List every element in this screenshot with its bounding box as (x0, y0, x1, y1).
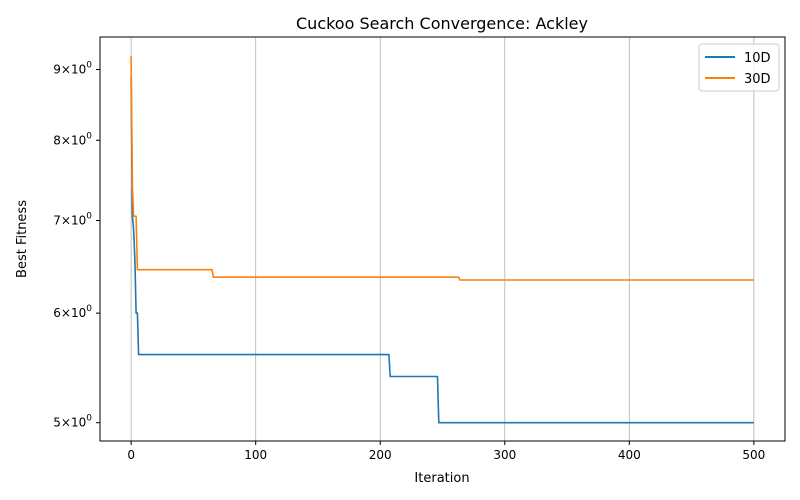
legend-label-10d: 10D (744, 51, 771, 66)
y-axis-ticks: 5×100 6×100 7×100 8×100 9×100 (53, 60, 100, 430)
x-tick-label: 0 (127, 448, 135, 462)
plot-area-frame (99, 36, 786, 442)
x-tick-label: 400 (618, 448, 641, 462)
grid-lines (130, 37, 755, 441)
x-axis-label: Iteration (414, 471, 469, 486)
x-axis-ticks: 0 100 200 300 400 500 (127, 441, 765, 462)
x-tick-label: 500 (742, 448, 765, 462)
legend-label-30d: 30D (744, 72, 771, 87)
x-tick-label: 300 (493, 448, 516, 462)
legend: 10D 30D (698, 43, 780, 92)
y-axis-label: Best Fitness (15, 200, 30, 278)
y-tick-label: 8×100 (53, 131, 92, 147)
y-tick-label: 9×100 (53, 60, 92, 76)
y-tick-label: 7×100 (53, 212, 92, 228)
x-tick-label: 100 (244, 448, 267, 462)
x-tick-label: 200 (369, 448, 392, 462)
chart-title: Cuckoo Search Convergence: Ackley (296, 14, 588, 33)
legend-box (698, 43, 780, 92)
series-lines (130, 56, 754, 424)
series-line-30d (130, 56, 754, 281)
y-tick-label: 6×100 (53, 304, 92, 320)
series-line-10d (130, 76, 754, 424)
y-tick-label: 5×100 (53, 414, 92, 430)
